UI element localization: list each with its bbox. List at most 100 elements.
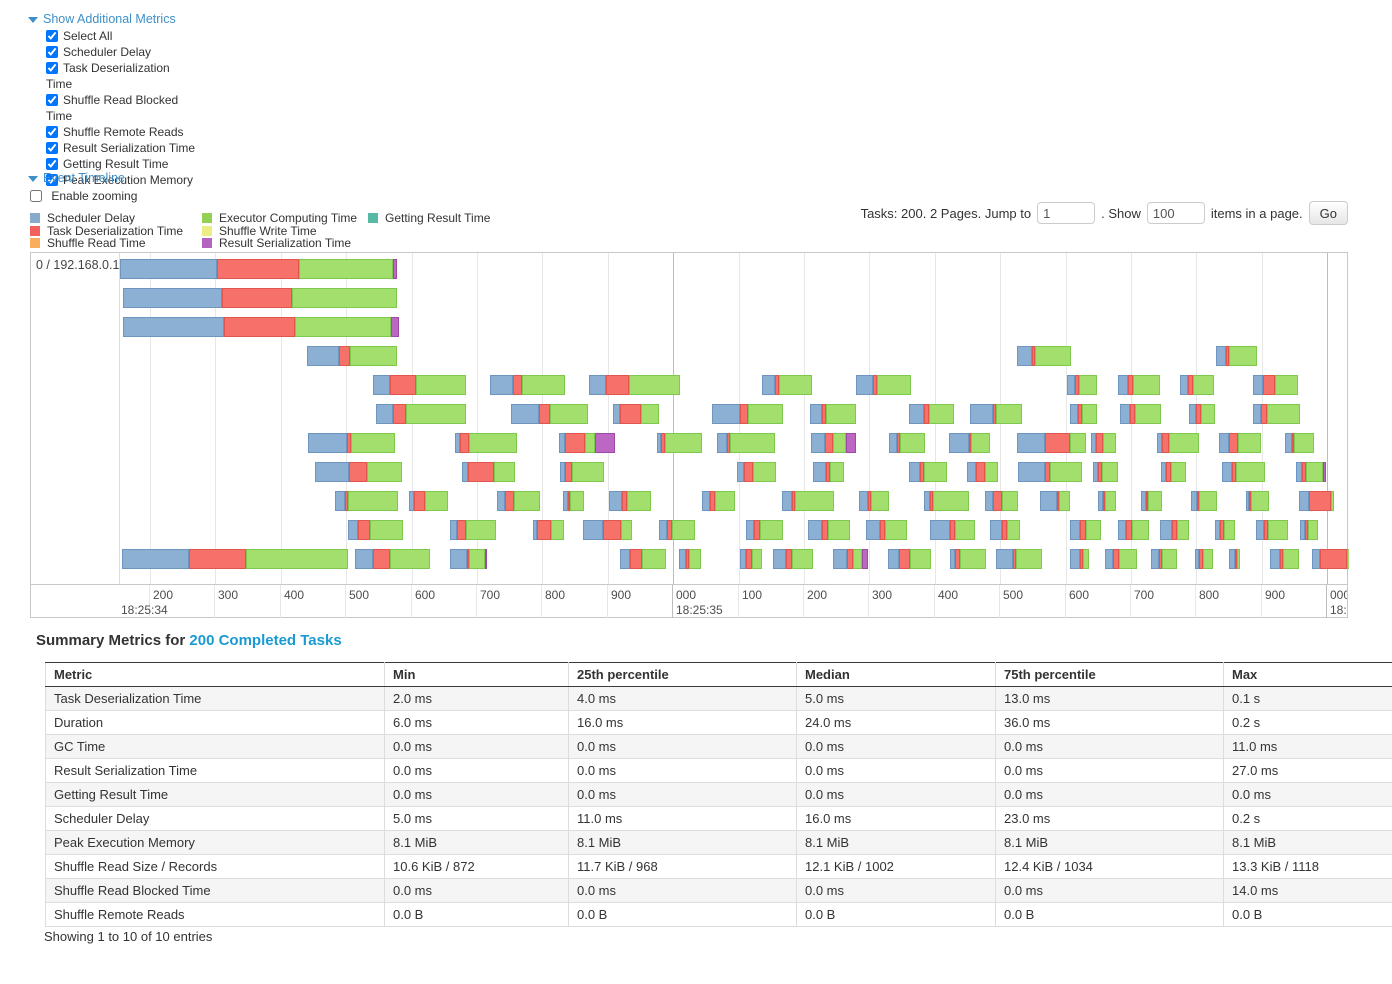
- task-bar[interactable]: [930, 520, 975, 540]
- task-bar[interactable]: [888, 549, 931, 569]
- task-bar[interactable]: [308, 433, 395, 453]
- task-bar[interactable]: [970, 404, 1022, 424]
- task-bar[interactable]: [450, 549, 487, 569]
- task-bar[interactable]: [659, 520, 695, 540]
- task-bar[interactable]: [1098, 491, 1116, 511]
- table-column-header[interactable]: 75th percentile: [995, 662, 1224, 687]
- task-bar[interactable]: [996, 549, 1042, 569]
- task-bar[interactable]: [712, 404, 783, 424]
- table-column-header[interactable]: Max: [1223, 662, 1392, 687]
- items-per-page-input[interactable]: [1146, 202, 1205, 224]
- metric-checkbox[interactable]: [46, 30, 58, 42]
- task-bar[interactable]: [1253, 375, 1298, 395]
- task-bar[interactable]: [859, 491, 889, 511]
- task-bar[interactable]: [702, 491, 735, 511]
- task-bar[interactable]: [560, 462, 604, 482]
- task-bar[interactable]: [1093, 462, 1118, 482]
- table-column-header[interactable]: Min: [384, 662, 569, 687]
- show-additional-metrics-toggle[interactable]: Show Additional Metrics: [28, 12, 176, 26]
- task-bar[interactable]: [810, 404, 856, 424]
- task-bar[interactable]: [613, 404, 659, 424]
- task-bar[interactable]: [924, 491, 969, 511]
- task-bar[interactable]: [657, 433, 702, 453]
- task-bar[interactable]: [1229, 549, 1240, 569]
- task-bar[interactable]: [1161, 462, 1186, 482]
- task-bar[interactable]: [1105, 549, 1137, 569]
- go-button[interactable]: Go: [1308, 201, 1348, 225]
- task-bar[interactable]: [950, 549, 986, 569]
- task-bar[interactable]: [949, 433, 990, 453]
- task-bar[interactable]: [1017, 433, 1086, 453]
- task-bar[interactable]: [762, 375, 812, 395]
- task-bar[interactable]: [533, 520, 564, 540]
- task-bar[interactable]: [409, 491, 448, 511]
- table-column-header[interactable]: 25th percentile: [568, 662, 797, 687]
- task-bar[interactable]: [123, 317, 399, 337]
- task-bar[interactable]: [1222, 462, 1265, 482]
- task-bar[interactable]: [307, 346, 397, 366]
- task-bar[interactable]: [1040, 491, 1070, 511]
- task-bar[interactable]: [866, 520, 907, 540]
- metric-checkbox[interactable]: [46, 158, 58, 170]
- task-bar[interactable]: [1246, 491, 1269, 511]
- metric-checkbox[interactable]: [46, 174, 58, 186]
- metric-checkbox[interactable]: [46, 142, 58, 154]
- task-bar[interactable]: [746, 520, 783, 540]
- task-bar[interactable]: [811, 433, 856, 453]
- task-bar[interactable]: [889, 433, 925, 453]
- jump-to-page-input[interactable]: [1037, 202, 1096, 224]
- task-bar[interactable]: [315, 462, 402, 482]
- task-bar[interactable]: [1300, 520, 1318, 540]
- task-bar[interactable]: [773, 549, 813, 569]
- task-bar[interactable]: [1195, 549, 1213, 569]
- task-bar[interactable]: [967, 462, 998, 482]
- task-bar[interactable]: [1219, 433, 1261, 453]
- task-bar[interactable]: [985, 491, 1018, 511]
- task-bar[interactable]: [1070, 404, 1097, 424]
- task-bar[interactable]: [1256, 520, 1288, 540]
- task-bar[interactable]: [679, 549, 701, 569]
- task-bar[interactable]: [1141, 491, 1162, 511]
- completed-tasks-link[interactable]: 200 Completed Tasks: [189, 632, 342, 649]
- task-bar[interactable]: [335, 491, 398, 511]
- task-bar[interactable]: [1191, 491, 1217, 511]
- task-bar[interactable]: [450, 520, 496, 540]
- task-bar[interactable]: [1018, 462, 1082, 482]
- task-bar[interactable]: [609, 491, 651, 511]
- task-bar[interactable]: [856, 375, 911, 395]
- task-bar[interactable]: [1070, 549, 1089, 569]
- table-column-header[interactable]: Median: [796, 662, 996, 687]
- task-bar[interactable]: [1160, 520, 1189, 540]
- task-bar[interactable]: [559, 433, 615, 453]
- task-bar[interactable]: [909, 404, 954, 424]
- task-bar[interactable]: [620, 549, 666, 569]
- task-bar[interactable]: [589, 375, 680, 395]
- task-bar[interactable]: [1120, 404, 1161, 424]
- task-bar[interactable]: [122, 549, 348, 569]
- task-bar[interactable]: [462, 462, 515, 482]
- task-bar[interactable]: [1312, 549, 1349, 569]
- task-bar[interactable]: [717, 433, 775, 453]
- task-bar[interactable]: [497, 491, 540, 511]
- task-bar[interactable]: [813, 462, 844, 482]
- task-bar[interactable]: [1180, 375, 1214, 395]
- task-bar[interactable]: [1151, 549, 1177, 569]
- task-bar[interactable]: [1285, 433, 1314, 453]
- task-bar[interactable]: [376, 404, 466, 424]
- task-bar[interactable]: [1215, 520, 1235, 540]
- task-bar[interactable]: [1296, 462, 1326, 482]
- task-bar[interactable]: [355, 549, 430, 569]
- task-bar[interactable]: [740, 549, 762, 569]
- task-bar[interactable]: [909, 462, 947, 482]
- task-bar[interactable]: [1270, 549, 1299, 569]
- task-bar[interactable]: [511, 404, 588, 424]
- task-bar[interactable]: [373, 375, 466, 395]
- event-timeline-toggle[interactable]: Event Timeline: [28, 171, 125, 185]
- task-bar[interactable]: [1216, 346, 1257, 366]
- metric-checkbox[interactable]: [46, 62, 58, 74]
- metric-checkbox[interactable]: [46, 46, 58, 58]
- task-bar[interactable]: [455, 433, 517, 453]
- task-bar[interactable]: [1017, 346, 1071, 366]
- task-bar[interactable]: [737, 462, 776, 482]
- task-bar[interactable]: [120, 259, 397, 279]
